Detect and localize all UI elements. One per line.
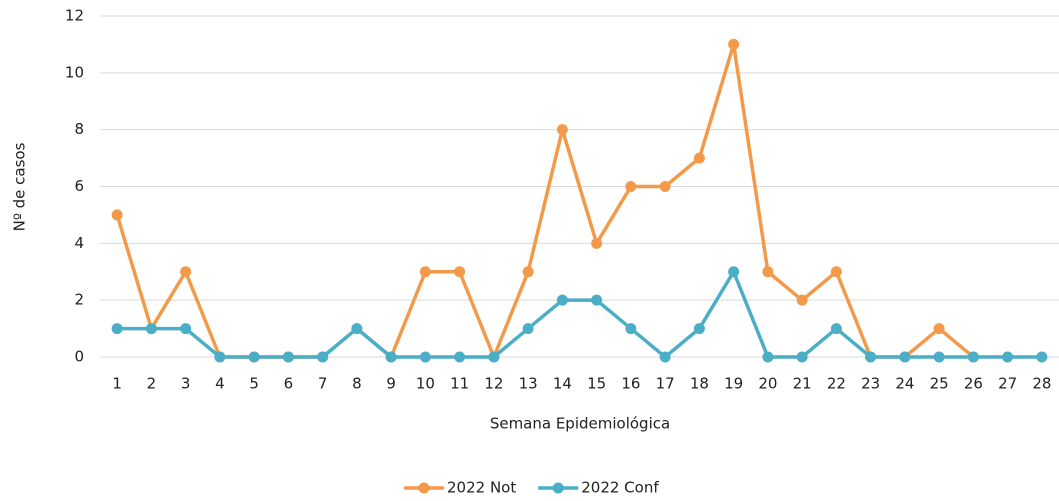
- data-point: [1036, 351, 1048, 363]
- x-tick-label: 2: [147, 375, 157, 393]
- x-tick-label: 3: [181, 375, 191, 393]
- data-point: [488, 351, 500, 363]
- data-point: [351, 323, 363, 335]
- x-tick-label: 13: [519, 375, 538, 393]
- data-point: [591, 294, 603, 306]
- x-tick-label: 19: [724, 375, 743, 393]
- x-tick-label: 11: [450, 375, 469, 393]
- legend-marker: [418, 482, 430, 494]
- data-point: [933, 323, 945, 335]
- x-tick-label: 6: [284, 375, 294, 393]
- x-tick-label: 7: [318, 375, 328, 393]
- legend-label: 2022 Conf: [581, 479, 659, 497]
- y-axis-label: Nº de casos: [11, 142, 29, 231]
- data-point: [933, 351, 945, 363]
- data-point: [214, 351, 226, 363]
- legend-item: 2022 Conf: [538, 479, 659, 497]
- y-tick-label: 4: [74, 234, 84, 252]
- x-tick-label: 4: [215, 375, 225, 393]
- x-tick-label: 21: [793, 375, 812, 393]
- data-point: [180, 323, 192, 335]
- data-point: [282, 351, 294, 363]
- data-point: [659, 181, 671, 192]
- data-point: [693, 152, 705, 164]
- x-tick-label: 10: [416, 375, 435, 393]
- x-tick-label: 22: [827, 375, 846, 393]
- data-point: [625, 181, 637, 192]
- x-tick-label: 28: [1032, 375, 1051, 393]
- data-point: [317, 351, 329, 363]
- y-tick-label: 0: [74, 348, 84, 366]
- data-point: [111, 209, 123, 221]
- data-point: [693, 323, 705, 335]
- x-tick-label: 8: [352, 375, 362, 393]
- x-tick-label: 17: [656, 375, 675, 393]
- data-point: [967, 351, 979, 363]
- data-point: [659, 351, 671, 363]
- x-tick-label: 5: [249, 375, 259, 393]
- x-tick-label: 18: [690, 375, 709, 393]
- data-point: [1002, 351, 1014, 363]
- y-tick-label: 10: [65, 63, 84, 81]
- data-point: [728, 38, 740, 50]
- legend-marker: [552, 482, 564, 494]
- data-point: [454, 266, 466, 278]
- data-point: [419, 351, 431, 363]
- data-point: [591, 237, 603, 249]
- data-point: [522, 266, 534, 278]
- data-point: [419, 266, 431, 278]
- y-tick-label: 6: [74, 177, 84, 195]
- data-point: [762, 266, 774, 278]
- x-tick-label: 23: [861, 375, 880, 393]
- x-tick-label: 27: [998, 375, 1017, 393]
- data-point: [796, 294, 808, 306]
- x-axis-label: Semana Epidemiológica: [490, 415, 670, 433]
- series-line: [117, 270, 1042, 359]
- x-tick-label: 25: [930, 375, 949, 393]
- data-point: [728, 266, 740, 278]
- data-point: [796, 351, 808, 363]
- x-tick-label: 1: [112, 375, 122, 393]
- y-tick-label: 2: [74, 291, 84, 309]
- data-point: [180, 266, 192, 278]
- x-tick-label: 20: [758, 375, 777, 393]
- x-tick-label: 9: [386, 375, 396, 393]
- x-tick-label: 16: [621, 375, 640, 393]
- x-tick-label: 24: [895, 375, 914, 393]
- data-point: [248, 351, 260, 363]
- data-point: [556, 294, 568, 306]
- data-point: [762, 351, 774, 363]
- data-point: [385, 351, 397, 363]
- series-line: [115, 42, 975, 359]
- data-point: [111, 323, 123, 335]
- x-tick-label: 15: [587, 375, 606, 393]
- data-point: [145, 323, 157, 335]
- x-tick-label: 26: [964, 375, 983, 393]
- data-point: [625, 323, 637, 335]
- data-point: [865, 351, 877, 363]
- x-tick-label: 12: [484, 375, 503, 393]
- legend-item: 2022 Not: [404, 479, 516, 497]
- legend-label: 2022 Not: [447, 479, 516, 497]
- data-point: [556, 124, 568, 136]
- y-tick-label: 12: [65, 7, 84, 25]
- data-point: [899, 351, 911, 363]
- x-tick-label: 14: [553, 375, 572, 393]
- data-point: [454, 351, 466, 363]
- data-point: [830, 266, 842, 278]
- data-point: [830, 323, 842, 335]
- y-tick-label: 8: [74, 120, 84, 138]
- data-point: [522, 323, 534, 335]
